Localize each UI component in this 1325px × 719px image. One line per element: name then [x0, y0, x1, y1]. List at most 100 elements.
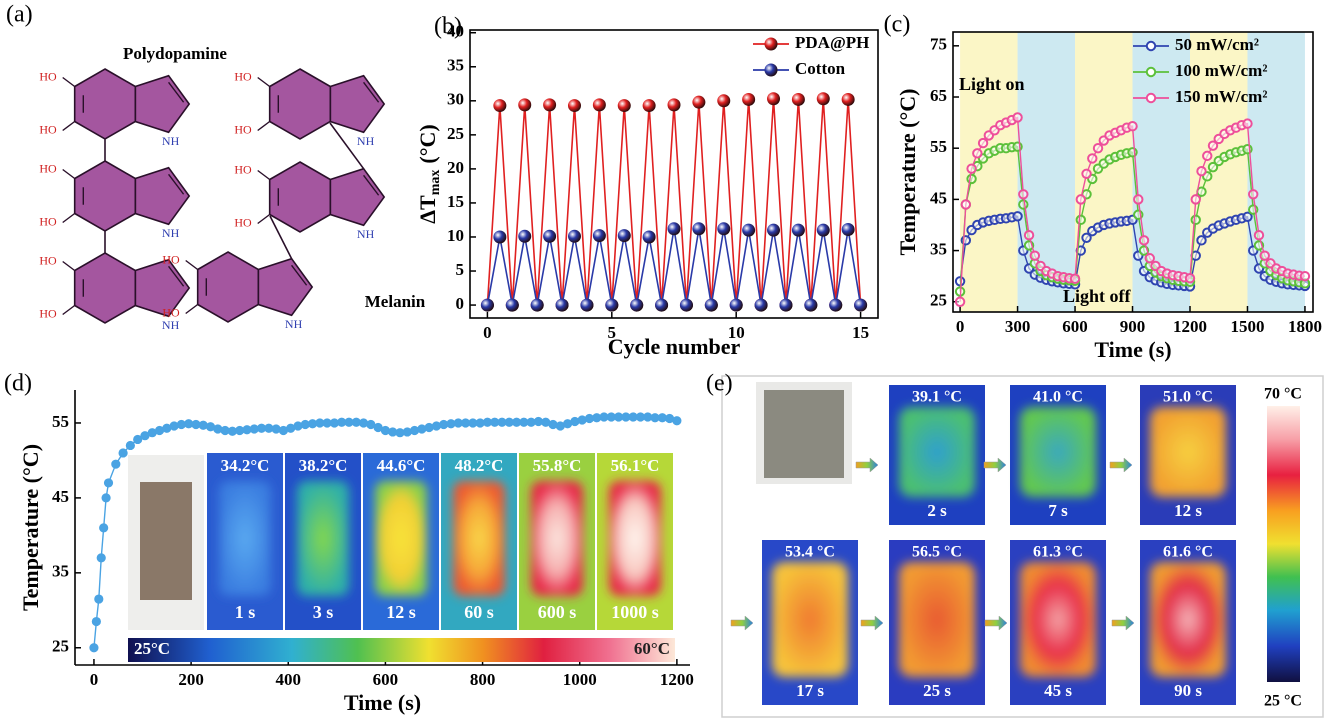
annotation: Light on — [959, 74, 1025, 94]
thermal-sample — [375, 481, 427, 596]
temperature-label: 56.1°C — [611, 456, 660, 475]
y-tick-label: 0 — [456, 294, 465, 313]
data-point — [92, 617, 100, 625]
time-label: 1000 s — [611, 602, 659, 622]
y-tick-label: 10 — [447, 226, 464, 245]
data-point — [692, 222, 705, 235]
y-tick-label: 35 — [52, 562, 69, 581]
data-point — [1019, 190, 1027, 198]
thermal-sample — [297, 481, 349, 596]
sample-photo — [140, 482, 192, 600]
panel-label: (d) — [4, 371, 32, 397]
time-label: 90 s — [1174, 681, 1202, 700]
data-point — [605, 299, 618, 312]
y-tick-label: 30 — [447, 90, 464, 109]
temperature-label: 38.2°C — [299, 456, 348, 475]
data-point — [1261, 251, 1269, 259]
amine-label: NH — [162, 134, 180, 148]
data-point — [1146, 254, 1154, 262]
data-point — [568, 99, 581, 112]
data-point — [973, 149, 981, 157]
arrow — [1110, 458, 1132, 472]
y-axis-title: Temperature (°C) — [895, 88, 920, 255]
panel-label: (a) — [6, 2, 33, 28]
temperature-label: 53.4 °C — [785, 544, 835, 561]
legend-marker — [765, 64, 778, 77]
time-label: 25 s — [923, 681, 951, 700]
y-tick-label: 45 — [52, 487, 69, 506]
data-point — [493, 99, 506, 112]
data-point — [1077, 195, 1085, 203]
data-point — [1255, 231, 1263, 239]
pentagon-ring — [330, 76, 384, 133]
data-point — [854, 299, 867, 312]
hydroxyl-label: HO — [39, 69, 57, 83]
hydroxyl-label: HO — [162, 305, 180, 319]
data-point — [112, 460, 120, 468]
x-tick-label: 0 — [90, 670, 99, 689]
x-tick-label: 200 — [178, 670, 204, 689]
temperature-label: 61.3 °C — [1033, 544, 1083, 561]
data-point — [742, 224, 755, 237]
y-tick-label: 45 — [930, 188, 947, 207]
x-tick-label: 300 — [1005, 317, 1031, 336]
data-point — [1243, 119, 1251, 127]
data-point — [593, 98, 606, 111]
data-point — [1203, 152, 1211, 160]
data-point — [518, 230, 531, 243]
x-tick-label: 1500 — [1230, 317, 1264, 336]
y-tick-label: 35 — [930, 239, 947, 258]
hydroxyl-label: HO — [234, 215, 252, 229]
legend-marker — [1147, 94, 1155, 102]
legend-label: 50 mW/cm² — [1175, 35, 1259, 54]
data-point — [90, 644, 98, 652]
y-tick-label: 55 — [52, 412, 69, 431]
figure: (a) Polydopamine Melanin HOHONHHOHONHHOH… — [0, 0, 1325, 719]
data-point — [1128, 122, 1136, 130]
hydroxyl-bond — [63, 214, 75, 223]
arrow — [984, 458, 1006, 472]
data-point — [842, 93, 855, 106]
time-label: 3 s — [313, 602, 334, 622]
pentagon-ring — [135, 168, 189, 225]
temperature-label: 61.6 °C — [1163, 544, 1213, 561]
x-tick-label: 600 — [1062, 317, 1088, 336]
data-point — [1025, 231, 1033, 239]
data-point — [1140, 236, 1148, 244]
data-point — [979, 139, 987, 147]
panel-e: (e) 70 °C 25 °C 39.1 °C2 s41.0 °C7 s51.0… — [706, 371, 1302, 710]
data-point — [119, 449, 127, 457]
thermal-sample — [1150, 562, 1226, 677]
data-point — [668, 222, 681, 235]
x-tick-label: 15 — [852, 323, 869, 342]
data-point — [817, 92, 830, 105]
data-point — [1082, 170, 1090, 178]
hydroxyl-bond — [258, 78, 270, 87]
data-point — [1031, 251, 1039, 259]
x-tick-label: 0 — [483, 323, 492, 342]
data-point — [742, 93, 755, 106]
hydroxyl-label: HO — [234, 162, 252, 176]
data-point — [1197, 236, 1205, 244]
x-tick-label: 1000 — [563, 670, 597, 689]
data-point — [1186, 274, 1194, 282]
data-point — [956, 298, 964, 306]
x-axis-title: Time (s) — [1094, 337, 1171, 362]
x-tick-label: 0 — [956, 317, 965, 336]
polymer-name: Polydopamine — [123, 44, 227, 63]
y-tick-label: 55 — [930, 137, 947, 156]
hydroxyl-label: HO — [39, 253, 57, 267]
hydroxyl-bond — [63, 78, 75, 87]
thermal-sample — [899, 407, 975, 497]
x-tick-label: 1800 — [1288, 317, 1322, 336]
data-point — [1094, 144, 1102, 152]
legend-marker — [765, 38, 778, 51]
hydroxyl-bond — [63, 262, 75, 271]
data-point — [829, 299, 842, 312]
time-label: 7 s — [1048, 501, 1068, 520]
arrow — [731, 616, 753, 630]
colorbar-label: 60°C — [634, 639, 670, 658]
amine-label: NH — [162, 318, 180, 332]
hydroxyl-bond — [186, 305, 198, 314]
data-point — [842, 223, 855, 236]
